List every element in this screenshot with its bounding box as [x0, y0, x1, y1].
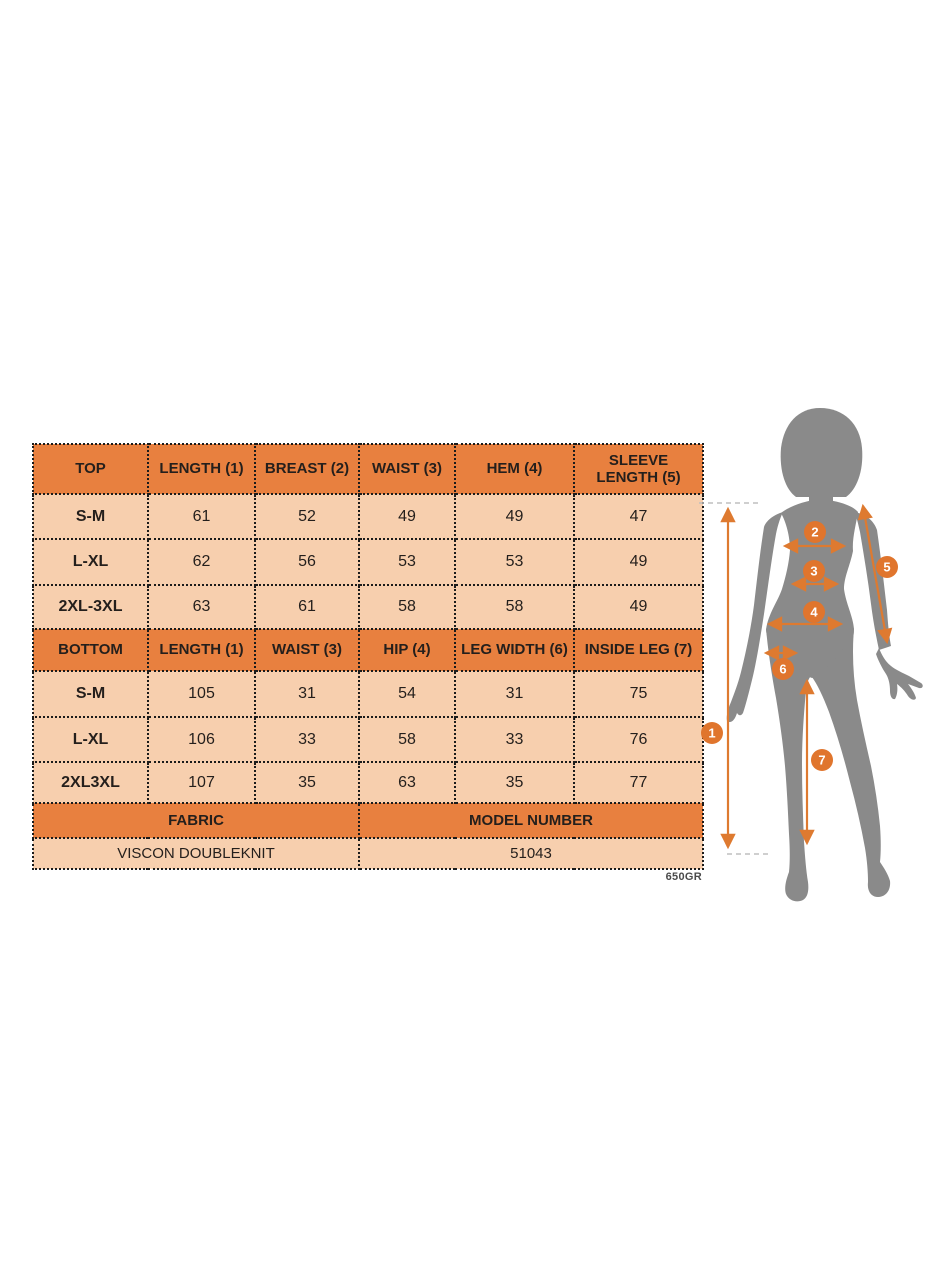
- table-row: 2XL-3XL 63 61 58 58 49: [32, 584, 704, 630]
- size-cell: L-XL: [32, 538, 149, 586]
- svg-text:7: 7: [818, 753, 825, 768]
- measure-badges: 1 2 3 4 5 6 7: [701, 521, 898, 771]
- badge-6: 6: [772, 658, 794, 680]
- badge-1: 1: [701, 722, 723, 744]
- value-cell: 58: [358, 716, 456, 763]
- svg-text:3: 3: [810, 564, 817, 579]
- badge-2: 2: [804, 521, 826, 543]
- badge-3: 3: [803, 560, 825, 582]
- fabric-value-row: VISCON DOUBLEKNIT 51043: [32, 837, 704, 870]
- value-cell: 62: [147, 538, 256, 586]
- value-cell: 33: [454, 716, 575, 763]
- fabric-value: VISCON DOUBLEKNIT: [32, 837, 360, 870]
- size-cell: L-XL: [32, 716, 149, 763]
- svg-text:4: 4: [810, 605, 818, 620]
- header-cell: LENGTH (1): [147, 628, 256, 672]
- table-row: 2XL3XL 107 35 63 35 77: [32, 761, 704, 804]
- value-cell: 35: [454, 761, 575, 804]
- value-cell: 35: [254, 761, 360, 804]
- value-cell: 61: [147, 493, 256, 540]
- header-cell: TOP: [32, 443, 149, 495]
- size-chart-table: TOP LENGTH (1) BREAST (2) WAIST (3) HEM …: [32, 443, 704, 870]
- svg-text:1: 1: [708, 726, 715, 741]
- size-cell: 2XL-3XL: [32, 584, 149, 630]
- value-cell: 77: [573, 761, 704, 804]
- value-cell: 75: [573, 670, 704, 718]
- table-row: L-XL 106 33 58 33 76: [32, 716, 704, 763]
- header-cell: INSIDE LEG (7): [573, 628, 704, 672]
- value-cell: 63: [358, 761, 456, 804]
- header-cell: WAIST (3): [254, 628, 360, 672]
- header-cell: HEM (4): [454, 443, 575, 495]
- value-cell: 58: [454, 584, 575, 630]
- model-number-value: 51043: [358, 837, 704, 870]
- header-cell: HIP (4): [358, 628, 456, 672]
- table-row: S-M 61 52 49 49 47: [32, 493, 704, 540]
- svg-text:6: 6: [779, 662, 786, 677]
- model-number-label: MODEL NUMBER: [358, 802, 704, 839]
- header-cell: LEG WIDTH (6): [454, 628, 575, 672]
- badge-4: 4: [803, 601, 825, 623]
- value-cell: 31: [254, 670, 360, 718]
- value-cell: 53: [358, 538, 456, 586]
- header-cell: LENGTH (1): [147, 443, 256, 495]
- value-cell: 76: [573, 716, 704, 763]
- arrow-5-sleeve: [857, 503, 893, 645]
- badge-7: 7: [811, 749, 833, 771]
- size-cell: S-M: [32, 670, 149, 718]
- value-cell: 61: [254, 584, 360, 630]
- woman-silhouette-icon: [726, 408, 923, 902]
- reference-dashes: [699, 502, 768, 855]
- table-row: L-XL 62 56 53 53 49: [32, 538, 704, 586]
- fabric-label: FABRIC: [32, 802, 360, 839]
- value-cell: 49: [573, 538, 704, 586]
- measurement-arrows: [720, 503, 893, 850]
- table-row: S-M 105 31 54 31 75: [32, 670, 704, 718]
- value-cell: 49: [454, 493, 575, 540]
- bottom-header-row: BOTTOM LENGTH (1) WAIST (3) HIP (4) LEG …: [32, 628, 704, 672]
- value-cell: 54: [358, 670, 456, 718]
- weight-note: 650GR: [665, 871, 702, 883]
- value-cell: 49: [358, 493, 456, 540]
- svg-text:2: 2: [811, 525, 818, 540]
- header-cell: BREAST (2): [254, 443, 360, 495]
- value-cell: 47: [573, 493, 704, 540]
- value-cell: 49: [573, 584, 704, 630]
- measurement-figure: 1 2 3 4 5 6 7: [699, 408, 923, 902]
- header-cell: SLEEVE LENGTH (5): [573, 443, 704, 495]
- top-header-row: TOP LENGTH (1) BREAST (2) WAIST (3) HEM …: [32, 443, 704, 495]
- fabric-header-row: FABRIC MODEL NUMBER: [32, 802, 704, 839]
- header-cell: BOTTOM: [32, 628, 149, 672]
- size-cell: S-M: [32, 493, 149, 540]
- value-cell: 58: [358, 584, 456, 630]
- value-cell: 105: [147, 670, 256, 718]
- value-cell: 53: [454, 538, 575, 586]
- value-cell: 33: [254, 716, 360, 763]
- value-cell: 106: [147, 716, 256, 763]
- svg-text:5: 5: [883, 560, 890, 575]
- badge-5: 5: [876, 556, 898, 578]
- header-cell: WAIST (3): [358, 443, 456, 495]
- value-cell: 31: [454, 670, 575, 718]
- size-cell: 2XL3XL: [32, 761, 149, 804]
- value-cell: 52: [254, 493, 360, 540]
- value-cell: 63: [147, 584, 256, 630]
- value-cell: 56: [254, 538, 360, 586]
- value-cell: 107: [147, 761, 256, 804]
